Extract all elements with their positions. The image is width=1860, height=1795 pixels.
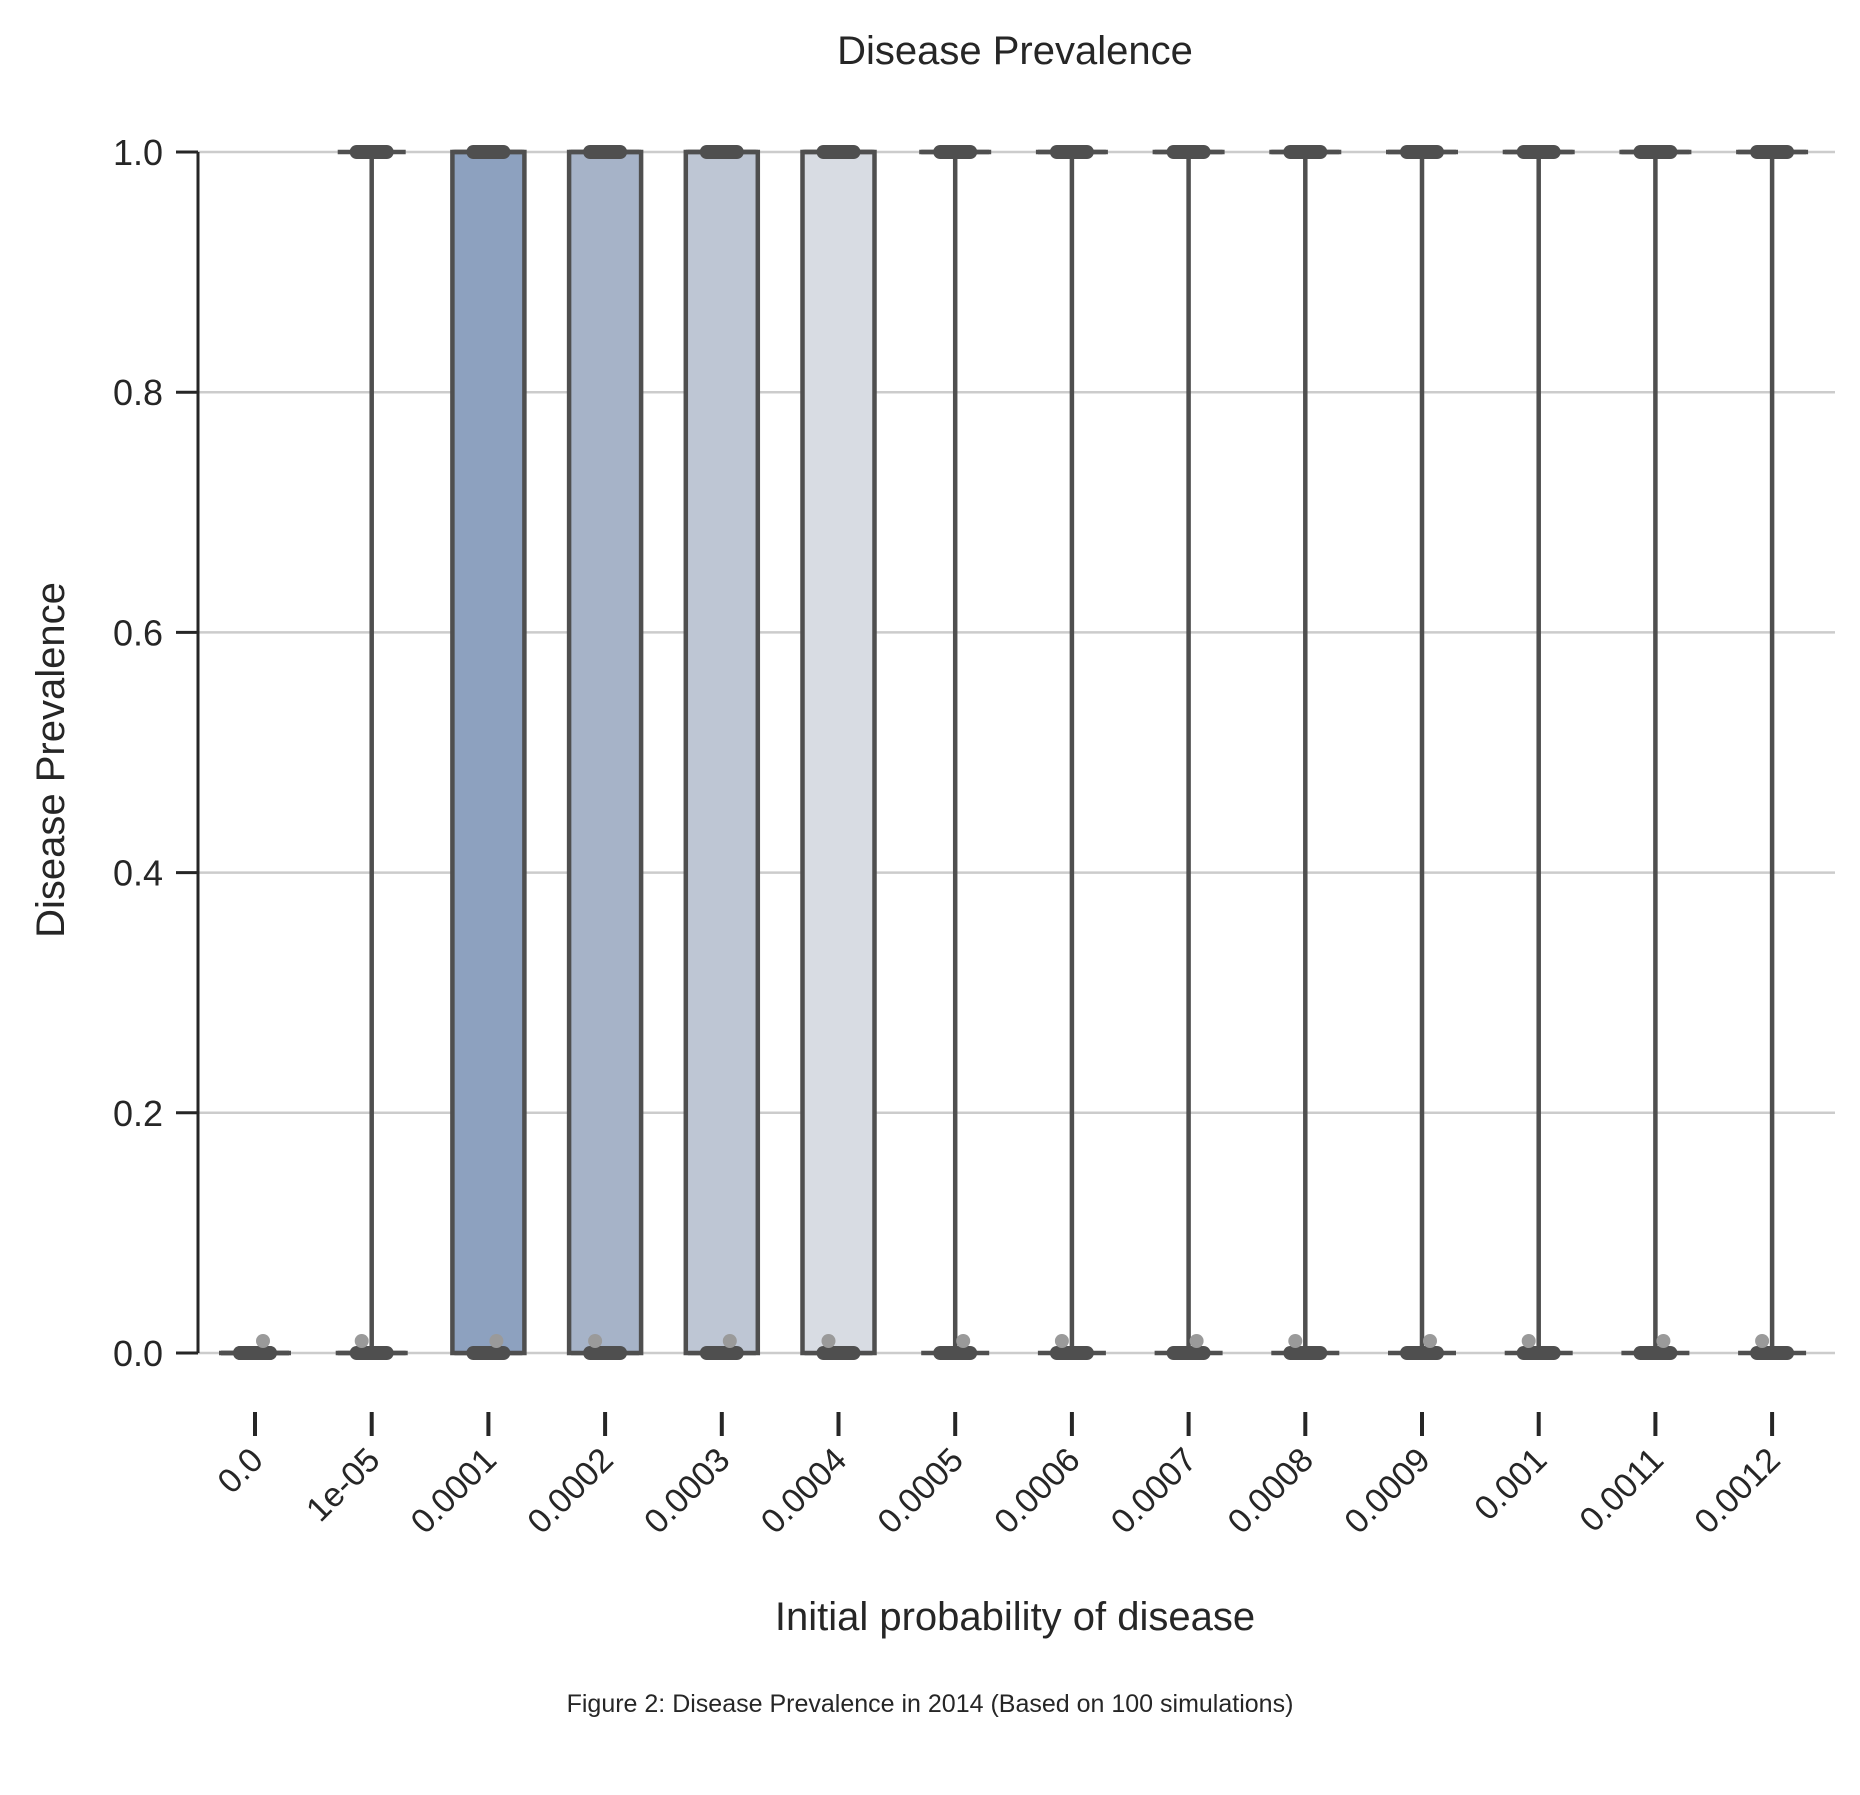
data-point-cluster: [1750, 1346, 1795, 1360]
data-point-cluster: [1049, 1346, 1094, 1360]
boxes: [219, 145, 1809, 1360]
data-point: [1755, 1334, 1770, 1348]
box-body: [800, 149, 877, 1356]
chart-title: Disease Prevalence: [837, 29, 1193, 73]
box-plot-chart: Disease Prevalence 0.0 0.2 0.4 0.6 0.8 1.0 0.…: [29, 29, 1835, 1639]
data-point: [1656, 1334, 1671, 1348]
y-tick-label: 0.8: [113, 372, 163, 413]
x-tick-label: 0.0002: [520, 1441, 620, 1541]
y-tick-label: 0.0: [113, 1333, 163, 1374]
data-point: [354, 1334, 369, 1348]
data-point-cluster: [1049, 145, 1094, 159]
data-point: [1288, 1334, 1303, 1348]
box-group: [219, 1334, 291, 1360]
x-tick-label: 0.0012: [1687, 1441, 1787, 1541]
x-axis-label: Initial probability of disease: [775, 1595, 1255, 1639]
box-group: [335, 145, 408, 1360]
box-body: [683, 149, 761, 1356]
x-tick-label: 0.001: [1467, 1441, 1554, 1528]
x-tick-label: 0.0004: [754, 1441, 854, 1541]
data-point-cluster: [466, 1346, 511, 1360]
figure-caption: Figure 2: Disease Prevalence in 2014 (Ba…: [566, 1690, 1294, 1718]
data-point-cluster: [816, 1346, 861, 1360]
box-group: [1269, 145, 1342, 1360]
data-point-cluster: [933, 145, 978, 159]
x-tick-label: 0.0007: [1104, 1441, 1204, 1541]
x-axis: 0.0 1e-05 0.0001 0.0002 0.0003 0.0004 0.0005 0.…: [210, 1412, 1788, 1541]
y-tick-label: 0.4: [113, 853, 163, 894]
data-point-cluster: [1516, 145, 1561, 159]
data-point-cluster: [1400, 1346, 1444, 1360]
x-tick-label: 0.0009: [1337, 1441, 1437, 1541]
data-point-cluster: [583, 145, 628, 159]
data-point-cluster: [349, 145, 394, 159]
data-point-cluster: [1633, 145, 1678, 159]
x-tick-label: 1e-05: [299, 1441, 387, 1529]
data-point: [1521, 1334, 1536, 1348]
data-point-cluster: [1516, 1346, 1561, 1360]
data-point-cluster: [1400, 145, 1444, 159]
data-point-cluster: [349, 1346, 394, 1360]
x-tick-label: 0.0011: [1572, 1441, 1671, 1540]
x-tick-label: 0.0008: [1221, 1441, 1321, 1541]
grid-lines: [198, 150, 1835, 1355]
box-body: [450, 149, 527, 1356]
x-tick-label: 0.0005: [870, 1441, 970, 1541]
y-tick-label: 0.2: [113, 1093, 163, 1134]
data-point-cluster: [699, 1346, 744, 1360]
data-point: [1054, 1334, 1069, 1348]
data-point-cluster: [816, 145, 861, 159]
box-group: [450, 145, 527, 1360]
data-point: [1189, 1334, 1204, 1348]
box-group: [1035, 145, 1108, 1360]
x-tick-label: 0.0: [210, 1441, 270, 1501]
box-group: [683, 145, 761, 1360]
y-tick-label: 1.0: [113, 132, 163, 173]
x-tick-label: 0.0006: [987, 1441, 1087, 1541]
data-point: [722, 1334, 737, 1348]
y-axis-label: Disease Prevalence: [29, 582, 73, 938]
data-point: [489, 1334, 504, 1348]
data-point-cluster: [233, 1346, 277, 1360]
box-group: [1152, 145, 1225, 1360]
box-group: [1502, 145, 1575, 1360]
x-tick-label: 0.0001: [404, 1441, 504, 1541]
data-point: [256, 1334, 270, 1348]
box-body: [566, 149, 644, 1356]
box-group: [1736, 145, 1809, 1360]
data-point-cluster: [699, 145, 744, 159]
box-group: [800, 145, 877, 1360]
data-point-cluster: [1166, 145, 1211, 159]
data-point: [588, 1334, 603, 1348]
data-point-cluster: [933, 1346, 978, 1360]
data-point: [1423, 1334, 1437, 1348]
box-group: [566, 145, 644, 1360]
box-group: [919, 145, 992, 1360]
box-group: [1619, 145, 1692, 1360]
data-point-cluster: [1166, 1346, 1211, 1360]
data-point-cluster: [466, 145, 511, 159]
y-axis: 0.0 0.2 0.4 0.6 0.8 1.0: [113, 132, 200, 1374]
data-point: [821, 1334, 836, 1348]
data-point-cluster: [1633, 1346, 1678, 1360]
data-point-cluster: [1283, 1346, 1328, 1360]
data-point-cluster: [583, 1346, 628, 1360]
x-tick-label: 0.0003: [637, 1441, 737, 1541]
data-point-cluster: [1283, 145, 1328, 159]
y-tick-label: 0.6: [113, 612, 163, 653]
data-point-cluster: [1750, 145, 1795, 159]
data-point: [956, 1334, 971, 1348]
box-group: [1386, 145, 1458, 1360]
